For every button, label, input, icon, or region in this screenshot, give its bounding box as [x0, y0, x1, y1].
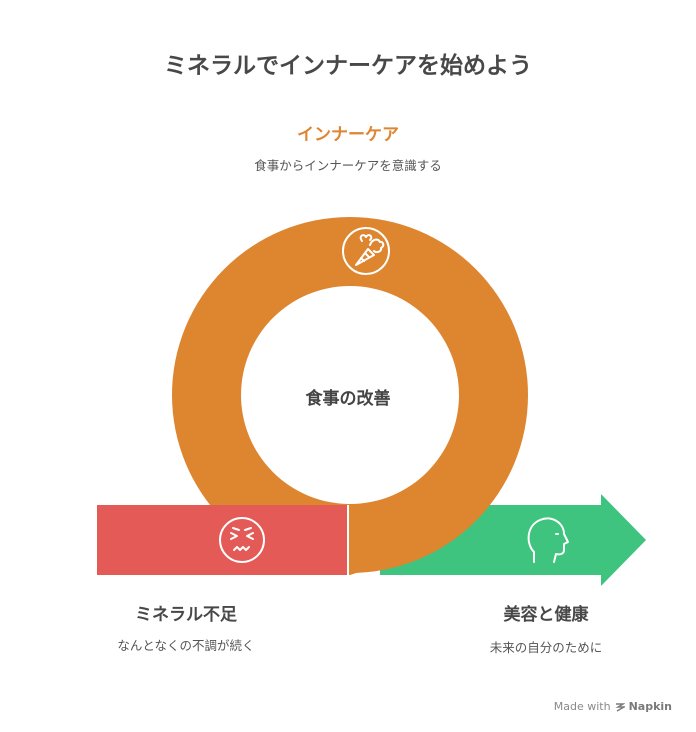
- stressed-face-icon: [219, 517, 265, 563]
- mineral-deficiency-title: ミネラル不足: [135, 605, 237, 625]
- beauty-health-title: 美容と健康: [503, 605, 589, 625]
- beauty-health-description: 未来の自分のために: [489, 640, 603, 655]
- watermark-brand: Napkin: [628, 700, 672, 713]
- napkin-logo-icon: [615, 702, 625, 712]
- page-title: ミネラルでインナーケアを始めよう: [164, 53, 532, 79]
- inner-care-description: 食事からインナーケアを意識する: [254, 158, 442, 173]
- watermark-made-with: Made with: [553, 700, 611, 713]
- mineral-deficiency-description: なんとなくの不調が続く: [117, 638, 255, 653]
- red-bar: [97, 505, 348, 575]
- watermark: Made with Napkin: [554, 700, 672, 713]
- orange-loop: [172, 217, 528, 573]
- inner-care-title: インナーケア: [297, 125, 399, 145]
- orange-loop-tail: [348, 505, 445, 575]
- head-profile-icon: [527, 517, 569, 563]
- carrot-vegetables-icon: [342, 227, 390, 275]
- center-label: 食事の改善: [305, 389, 391, 409]
